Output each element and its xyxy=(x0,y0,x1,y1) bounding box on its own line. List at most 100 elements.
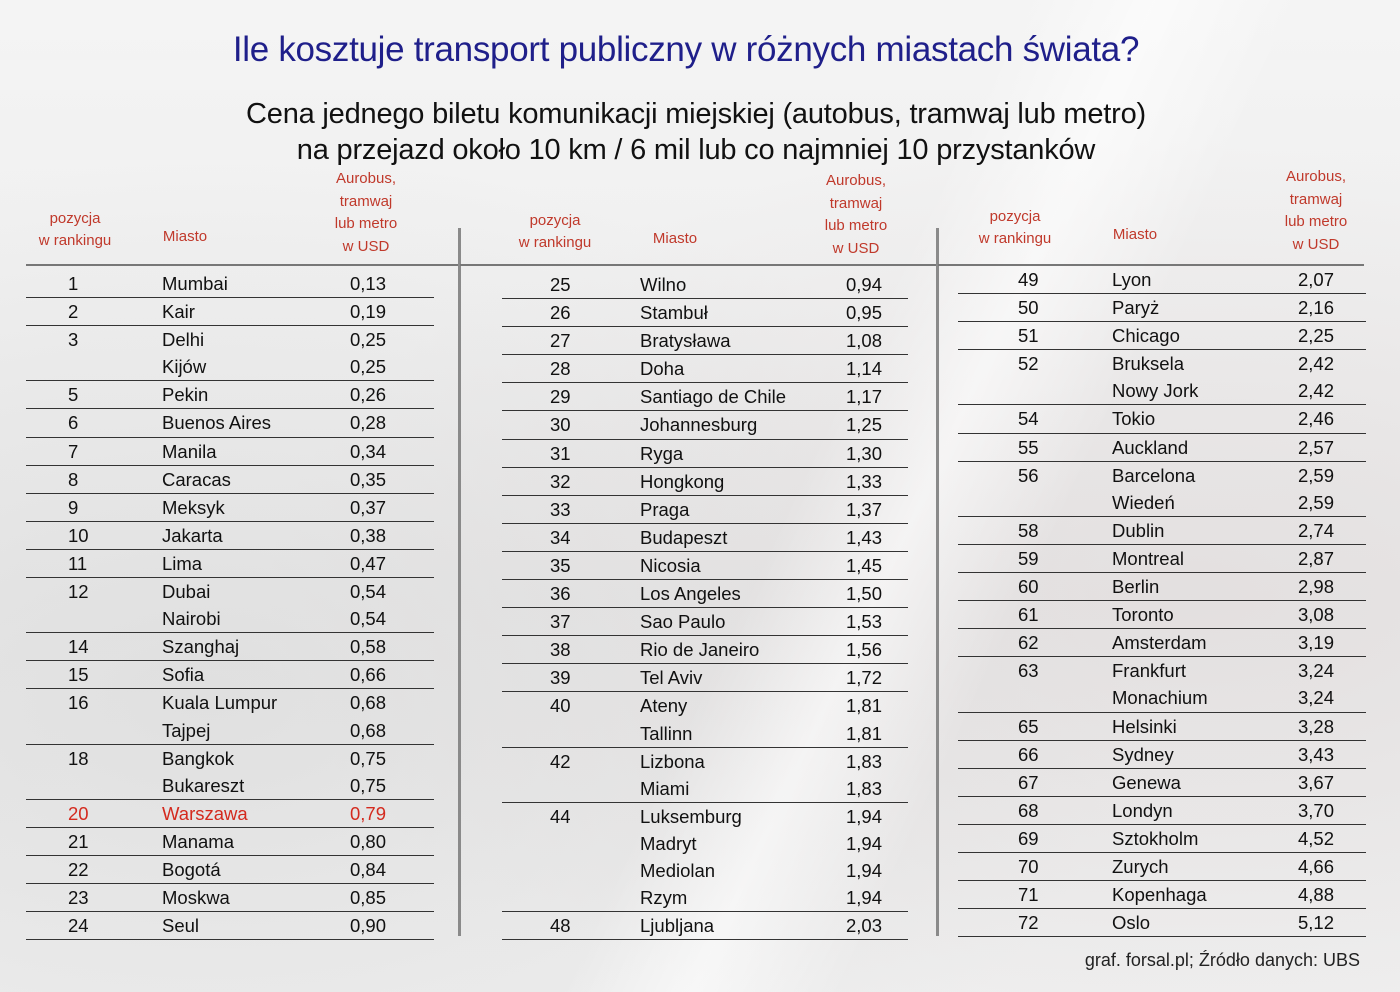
price-cell: 5,12 xyxy=(1298,912,1335,934)
price-cell: 4,88 xyxy=(1298,884,1335,906)
city-cell: Auckland xyxy=(1112,436,1189,458)
price-cell: 1,81 xyxy=(846,722,883,744)
price-cell: 0,54 xyxy=(350,581,387,603)
city-cell: Los Angeles xyxy=(640,583,741,605)
rank-group: 66 Sydney 3,43 xyxy=(958,741,1366,769)
city-cell: Kair xyxy=(162,301,195,323)
city-cell: Lima xyxy=(162,552,203,574)
header-rank-line: pozycja xyxy=(989,208,1041,225)
city-cell: Mediolan xyxy=(640,859,716,881)
price-cell: 1,50 xyxy=(846,583,883,605)
price-cell: 1,30 xyxy=(846,442,883,464)
header-price: Aurobus, tramwaj lub metro w USD xyxy=(316,168,416,258)
ranking-column-3: pozycja w rankingu Miasto Aurobus, tramw… xyxy=(938,166,1378,938)
rank-cell: 44 xyxy=(550,805,571,827)
rank-group: 29 Santiago de Chile 1,17 xyxy=(502,383,908,412)
price-cell: 0,80 xyxy=(350,830,387,852)
price-cell: 2,25 xyxy=(1298,325,1335,347)
header-rank: pozycja w rankingu xyxy=(30,208,120,252)
header-price-line: tramwaj xyxy=(1289,190,1343,208)
rank-group: 7 Manila 0,34 xyxy=(26,438,434,466)
rank-group: 8 Caracas 0,35 xyxy=(26,466,434,494)
rank-cell: 67 xyxy=(1018,771,1039,793)
table-row: 67 Genewa 3,67 xyxy=(958,769,1366,796)
table-row: 29 Santiago de Chile 1,17 xyxy=(502,383,908,410)
rank-cell: 14 xyxy=(68,636,89,658)
rank-cell: 3 xyxy=(68,329,79,351)
column-separator xyxy=(936,228,939,936)
table-row: 58 Dublin 2,74 xyxy=(958,517,1366,544)
rank-group: 67 Genewa 3,67 xyxy=(958,769,1366,797)
table-row: 22 Bogotá 0,84 xyxy=(26,856,434,883)
table-row: 16 Kuala Lumpur 0,68 xyxy=(26,689,434,716)
rank-cell: 70 xyxy=(1018,855,1039,877)
rank-cell: 63 xyxy=(1018,660,1039,682)
city-cell: Montreal xyxy=(1112,547,1184,569)
city-cell: Rzym xyxy=(640,887,688,909)
city-cell: Kijów xyxy=(162,356,207,378)
table-row: 71 Kopenhaga 4,88 xyxy=(958,881,1366,908)
rank-group: 40 Ateny 1,81 Tallinn 1,81 xyxy=(502,692,908,748)
price-cell: 3,70 xyxy=(1298,799,1335,821)
city-cell: Doha xyxy=(640,358,685,380)
price-cell: 0,90 xyxy=(350,915,387,937)
price-cell: 1,45 xyxy=(846,554,883,576)
rank-cell: 71 xyxy=(1018,884,1039,906)
rank-cell: 31 xyxy=(550,442,571,464)
table-row: 44 Luksemburg 1,94 xyxy=(502,803,908,830)
rank-cell: 6 xyxy=(68,412,79,434)
table-row: 70 Zurych 4,66 xyxy=(958,853,1366,880)
ranking-rows: 49 Lyon 2,07 50 Paryż 2,16 51 Chicago 2,25 52 Bruk… xyxy=(958,266,1366,938)
price-cell: 3,19 xyxy=(1298,632,1335,654)
price-cell: 2,98 xyxy=(1298,576,1335,598)
table-row: 27 Bratysława 1,08 xyxy=(502,327,908,354)
rank-cell: 18 xyxy=(68,747,89,769)
price-cell: 2,16 xyxy=(1298,297,1335,319)
rank-group: 49 Lyon 2,07 xyxy=(958,266,1366,295)
header-city: Miasto xyxy=(1112,226,1158,243)
rank-group: 71 Kopenhaga 4,88 xyxy=(958,881,1366,910)
ranking-rows: 25 Wilno 0,94 26 Stambuł 0,95 27 Bratysława 1,08… xyxy=(502,271,908,941)
table-row: 14 Szanghaj 0,58 xyxy=(26,633,434,660)
price-cell: 1,25 xyxy=(846,414,883,436)
header-rank-line: w rankingu xyxy=(978,230,1052,247)
table-row: 26 Stambuł 0,95 xyxy=(502,299,908,326)
subtitle-line-2: na przejazd około 10 km / 6 mil lub co n… xyxy=(296,134,1096,166)
rank-cell: 50 xyxy=(1018,297,1039,319)
price-cell: 2,59 xyxy=(1298,464,1335,486)
price-cell: 0,85 xyxy=(350,887,387,909)
table-row: 8 Caracas 0,35 xyxy=(26,466,434,493)
column-header: pozycja w rankingu Miasto Aurobus, tramw… xyxy=(500,166,920,264)
table-row: 3 Delhi 0,25 xyxy=(26,326,434,353)
price-cell: 3,24 xyxy=(1298,687,1335,709)
header-price: Aurobus, tramwaj lub metro w USD xyxy=(1266,166,1366,256)
rank-group: 65 Helsinki 3,28 xyxy=(958,713,1366,741)
table-row: Tajpej 0,68 xyxy=(26,717,434,744)
table-row: 55 Auckland 2,57 xyxy=(958,434,1366,461)
rank-cell: 25 xyxy=(550,274,571,295)
price-cell: 0,66 xyxy=(350,664,387,686)
header-rank-line: pozycja xyxy=(529,212,581,229)
city-cell: Manama xyxy=(162,830,234,852)
header-rank-line: w rankingu xyxy=(518,234,592,251)
price-cell: 0,84 xyxy=(350,858,387,880)
city-cell: Ljubljana xyxy=(640,915,715,937)
header-rank-line: pozycja xyxy=(49,210,101,227)
city-cell: Tajpej xyxy=(162,719,211,741)
table-row: 18 Bangkok 0,75 xyxy=(26,745,434,772)
table-row: 65 Helsinki 3,28 xyxy=(958,713,1366,740)
rank-group: 16 Kuala Lumpur 0,68 Tajpej 0,68 xyxy=(26,689,434,745)
price-cell: 0,26 xyxy=(350,384,387,406)
price-cell: 2,87 xyxy=(1298,547,1335,569)
city-cell: Stambuł xyxy=(640,302,708,324)
table-row: 34 Budapeszt 1,43 xyxy=(502,524,908,551)
rank-cell: 12 xyxy=(68,581,89,603)
city-cell: Hongkong xyxy=(640,470,725,492)
rank-cell: 49 xyxy=(1018,269,1039,290)
rank-cell: 1 xyxy=(68,273,79,294)
price-cell: 1,37 xyxy=(846,498,883,520)
rank-cell: 59 xyxy=(1018,547,1039,569)
rank-cell: 16 xyxy=(68,692,89,714)
city-cell: Miami xyxy=(640,777,690,799)
table-row: 36 Los Angeles 1,50 xyxy=(502,580,908,607)
